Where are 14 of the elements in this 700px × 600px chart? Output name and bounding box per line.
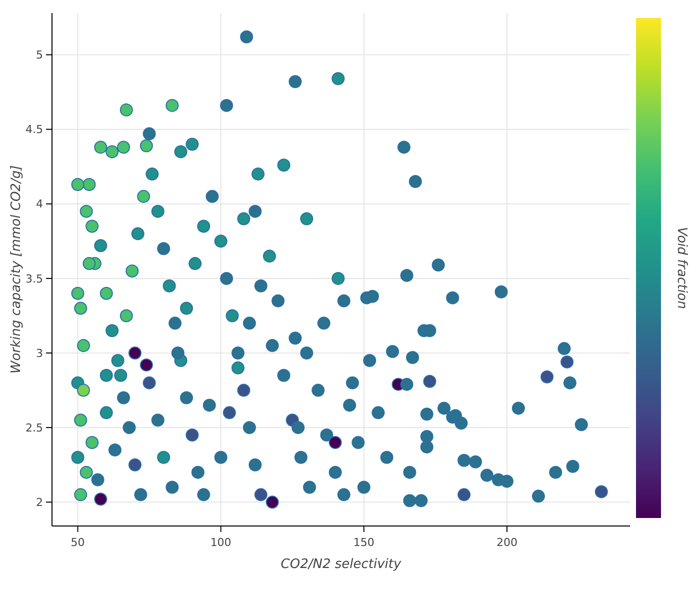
x-axis-title: CO2/N2 selectivity bbox=[280, 557, 402, 572]
y-tick-label: 2 bbox=[36, 496, 43, 509]
y-tick-label: 3.5 bbox=[26, 272, 43, 286]
x-tick-label: 100 bbox=[210, 536, 232, 549]
y-tick-label: 4 bbox=[36, 198, 43, 211]
y-tick-label: 4.5 bbox=[26, 123, 43, 136]
y-axis-title: Working capacity [mmol CO2/g] bbox=[9, 165, 24, 374]
x-tick-label: 200 bbox=[496, 536, 518, 549]
color-bar-title: Void fraction bbox=[674, 226, 689, 310]
y-tick-label: 2.5 bbox=[26, 421, 43, 434]
x-tick-label: 50 bbox=[70, 536, 85, 549]
y-tick-label: 3 bbox=[36, 346, 43, 360]
y-tick-label: 5 bbox=[36, 48, 43, 62]
x-tick-label: 150 bbox=[353, 536, 374, 549]
